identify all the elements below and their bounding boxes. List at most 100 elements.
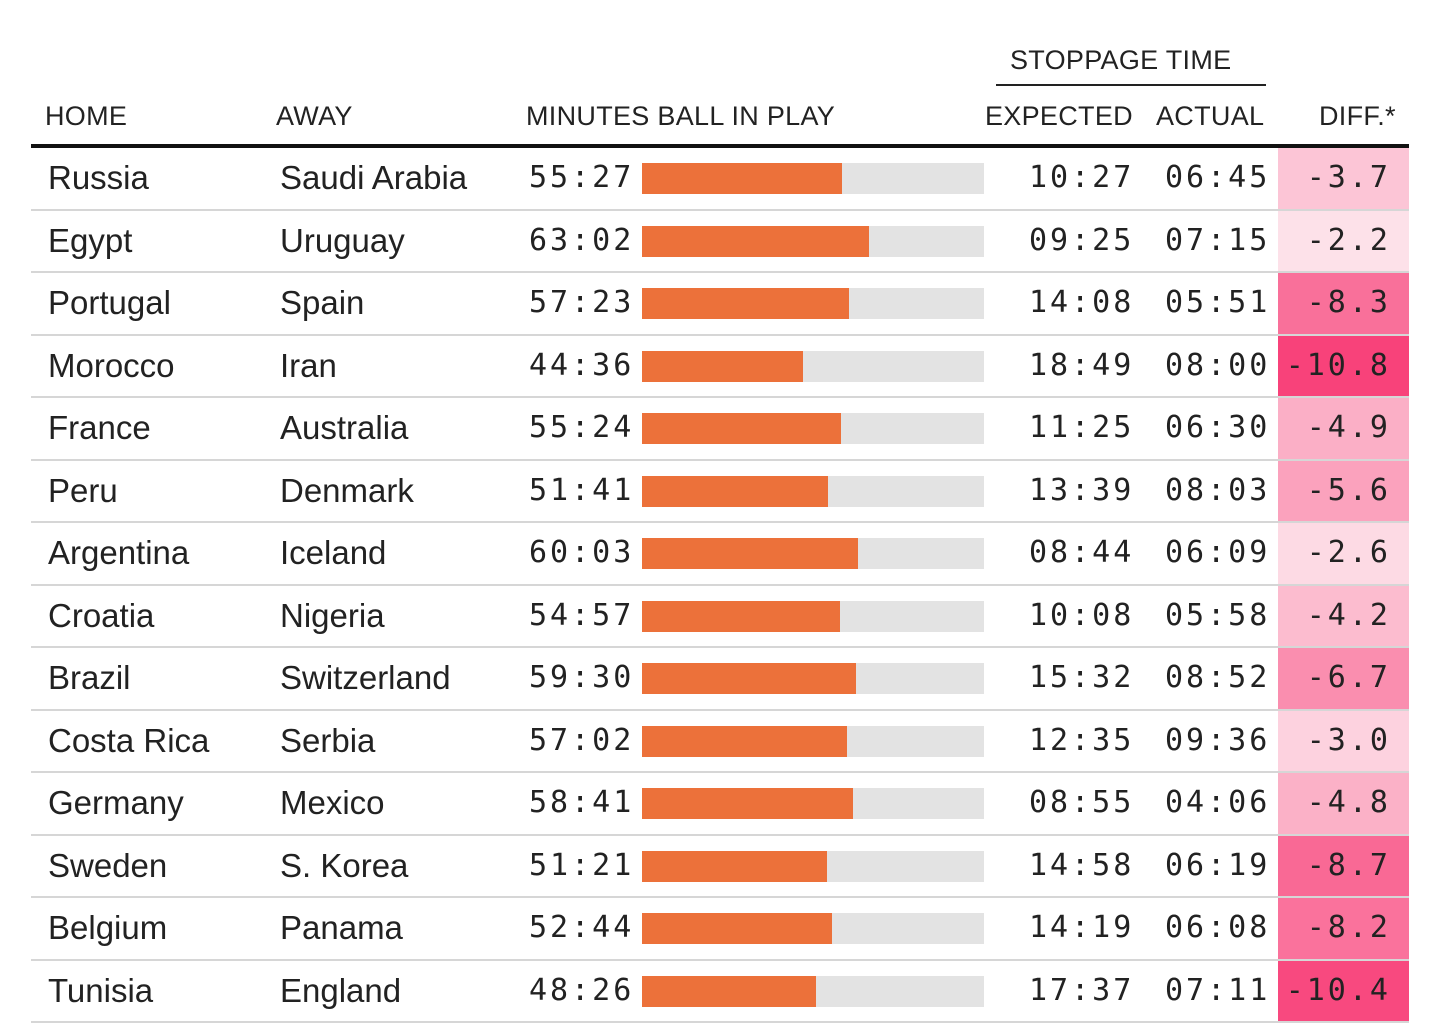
table-row: Croatia Nigeria 54:57 10:08 05:58 -4.2	[31, 585, 1409, 648]
expected-stoppage: 11:25	[1029, 410, 1135, 445]
ball-in-play-bar	[642, 725, 848, 757]
home-team: Argentina	[48, 534, 190, 571]
actual-stoppage: 07:11	[1165, 972, 1271, 1008]
ball-in-play-bar-track	[642, 663, 984, 694]
away-team: S. Korea	[280, 846, 409, 884]
diff-value: -8.3	[1278, 273, 1409, 334]
diff-value: -10.4	[1278, 960, 1409, 1021]
table-row: Argentina Iceland 60:03 08:44 06:09 -2.6	[31, 523, 1409, 586]
expected-stoppage: 10:08	[1029, 597, 1135, 633]
ball-in-play-bar-track	[642, 538, 984, 569]
ball-in-play-bar-track	[642, 475, 984, 507]
ball-in-play-bar	[642, 163, 842, 194]
away-team: Mexico	[280, 784, 385, 821]
header-actual: ACTUAL	[1156, 101, 1265, 131]
header-home: HOME	[45, 101, 128, 131]
ball-in-play-time: 58:41	[529, 785, 635, 820]
ball-in-play-time: 60:03	[529, 535, 635, 570]
table-row: Costa Rica Serbia 57:02 12:35 09:36 -3.0	[31, 710, 1409, 773]
diff-value: -8.7	[1278, 835, 1409, 896]
table-row: Belgium Panama 52:44 14:19 06:08 -8.2	[31, 898, 1409, 961]
ball-in-play-time: 51:21	[529, 847, 635, 883]
expected-stoppage: 09:25	[1029, 222, 1135, 258]
ball-in-play-bar	[642, 350, 803, 382]
home-team: Brazil	[48, 659, 131, 696]
ball-in-play-bar	[642, 663, 857, 694]
ball-in-play-bar	[642, 413, 842, 444]
home-team: Costa Rica	[48, 721, 210, 759]
table-row: Brazil Switzerland 59:30 15:32 08:52 -6.7	[31, 648, 1409, 711]
table-row: France Australia 55:24 11:25 06:30 -4.9	[31, 398, 1409, 461]
away-team: Panama	[280, 909, 403, 946]
away-team: Denmark	[280, 471, 414, 509]
diff-value: -4.2	[1278, 585, 1409, 646]
actual-stoppage: 07:15	[1165, 222, 1271, 258]
table-row: Sweden S. Korea 51:21 14:58 06:19 -8.7	[31, 835, 1409, 898]
ball-in-play-bar-track	[642, 413, 984, 444]
away-team: Switzerland	[280, 659, 451, 696]
diff-value: -3.0	[1278, 710, 1409, 771]
ball-in-play-bar-track	[642, 350, 984, 382]
actual-stoppage: 08:52	[1165, 660, 1271, 695]
ball-in-play-bar	[642, 538, 859, 569]
away-team: Saudi Arabia	[280, 159, 468, 196]
expected-stoppage: 15:32	[1029, 660, 1135, 695]
home-team: Egypt	[48, 221, 133, 259]
ball-in-play-time: 55:27	[529, 160, 635, 195]
actual-stoppage: 08:00	[1165, 347, 1271, 383]
away-team: Serbia	[280, 721, 376, 759]
header-away: AWAY	[276, 101, 353, 131]
ball-in-play-bar-track	[642, 163, 984, 194]
ball-in-play-bar-track	[642, 850, 984, 882]
actual-stoppage: 08:03	[1165, 472, 1271, 508]
home-team: Morocco	[48, 346, 175, 384]
diff-value: -4.9	[1278, 398, 1409, 459]
actual-stoppage: 04:06	[1165, 785, 1271, 820]
table-row: Russia Saudi Arabia 55:27 10:27 06:45 -3.7	[31, 148, 1409, 211]
ball-in-play-time: 51:41	[529, 472, 635, 508]
ball-in-play-bar	[642, 788, 854, 819]
expected-stoppage: 18:49	[1029, 347, 1135, 383]
actual-stoppage: 09:36	[1165, 722, 1271, 758]
diff-value: -10.8	[1278, 335, 1409, 396]
actual-stoppage: 05:51	[1165, 285, 1271, 320]
home-team: Peru	[48, 471, 118, 509]
actual-stoppage: 06:19	[1165, 847, 1271, 883]
header-ball-in-play: MINUTES BALL IN PLAY	[526, 101, 836, 131]
actual-stoppage: 06:45	[1165, 160, 1271, 195]
diff-value: -2.6	[1278, 523, 1409, 584]
away-team: Iran	[280, 346, 337, 384]
diff-value: -5.6	[1278, 460, 1409, 521]
home-team: Germany	[48, 784, 184, 821]
diff-value: -8.2	[1278, 898, 1409, 959]
diff-value: -3.7	[1278, 148, 1409, 209]
home-team: Portugal	[48, 284, 171, 321]
expected-stoppage: 08:55	[1029, 785, 1135, 820]
ball-in-play-time: 44:36	[529, 347, 635, 383]
ball-in-play-bar	[642, 975, 817, 1007]
ball-in-play-time: 57:23	[529, 285, 635, 320]
ball-in-play-bar-track	[642, 975, 984, 1007]
stoppage-time-header: STOPPAGE TIME	[1010, 45, 1232, 75]
ball-in-play-bar	[642, 288, 849, 319]
table-row: Peru Denmark 51:41 13:39 08:03 -5.6	[31, 460, 1409, 523]
ball-in-play-bar-track	[642, 225, 984, 257]
ball-in-play-bar	[642, 850, 827, 882]
home-team: Russia	[48, 159, 149, 196]
ball-in-play-time: 59:30	[529, 660, 635, 695]
expected-stoppage: 08:44	[1029, 535, 1135, 570]
ball-in-play-time: 57:02	[529, 722, 635, 758]
away-team: Iceland	[280, 534, 387, 571]
ball-in-play-time: 52:44	[529, 910, 635, 945]
ball-in-play-time: 55:24	[529, 410, 635, 445]
ball-in-play-time: 54:57	[529, 597, 635, 633]
table-row: Germany Mexico 58:41 08:55 04:06 -4.8	[31, 773, 1409, 836]
actual-stoppage: 06:09	[1165, 535, 1271, 570]
expected-stoppage: 13:39	[1029, 472, 1135, 508]
ball-in-play-bar-track	[642, 788, 984, 819]
table-row: Portugal Spain 57:23 14:08 05:51 -8.3	[31, 273, 1409, 336]
actual-stoppage: 05:58	[1165, 597, 1271, 633]
ball-in-play-time: 48:26	[529, 972, 635, 1008]
ball-in-play-bar	[642, 475, 829, 507]
ball-in-play-bar-track	[642, 600, 984, 632]
